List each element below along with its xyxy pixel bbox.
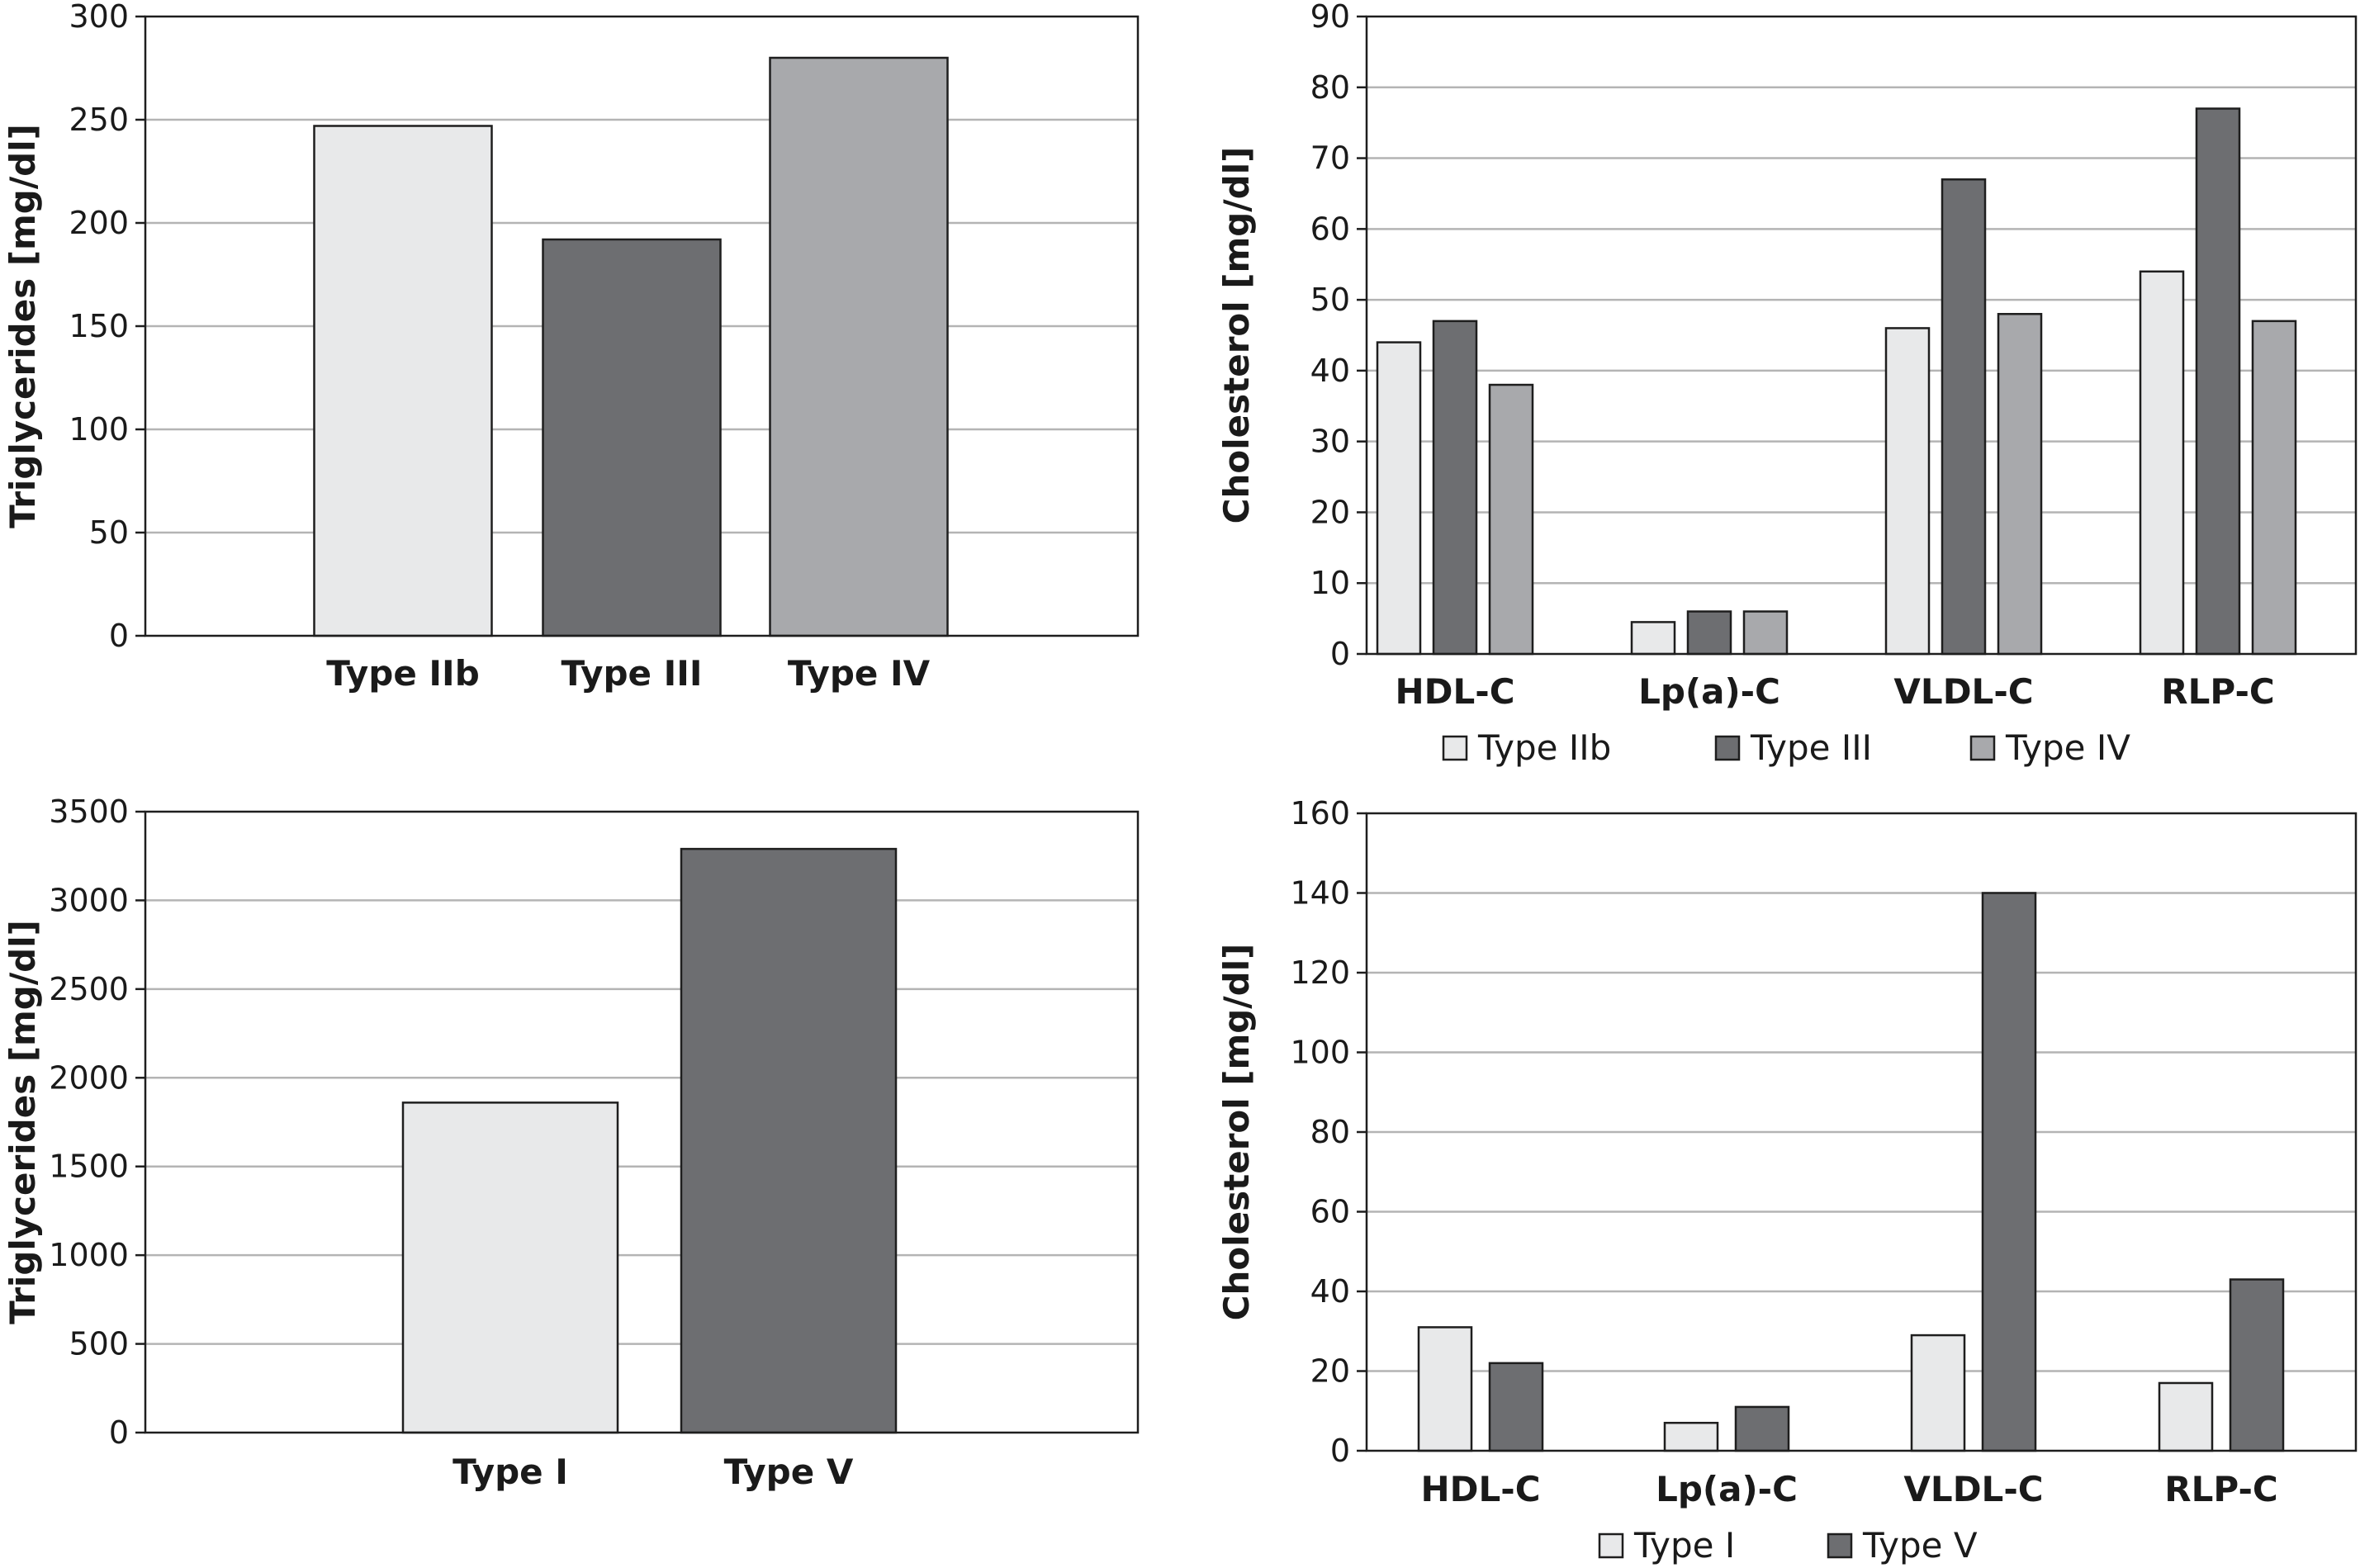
legend-swatch <box>1969 735 1996 761</box>
bar <box>1488 1362 1544 1452</box>
legend-swatch <box>1714 735 1741 761</box>
y-tick-label: 80 <box>1310 1114 1350 1150</box>
bar <box>2158 1381 2214 1452</box>
y-tick-label: 10 <box>1310 565 1350 601</box>
y-tick-label: 1000 <box>49 1237 129 1273</box>
cholesterol-panel-types-1-5: 0 20 40 60 80 100 120 140 160 HDL-C Lp(a)-C VLDL-C R… <box>1216 795 2358 1566</box>
legend-label: Type IIb <box>1477 727 1611 768</box>
y-tick-label: 120 <box>1290 955 1350 991</box>
x-category-label: VLDL-C <box>1893 671 2033 712</box>
y-tick-label: 3000 <box>49 882 129 918</box>
y-tick-label: 0 <box>109 1414 129 1451</box>
bar <box>1432 320 1478 656</box>
y-tick-label: 1500 <box>49 1149 129 1185</box>
plot-frame <box>1365 15 2358 656</box>
y-tick-label: 30 <box>1310 424 1350 460</box>
x-category-label: HDL-C <box>1395 671 1514 712</box>
bar <box>1417 1326 1473 1452</box>
y-tick-label: 100 <box>1290 1035 1350 1071</box>
bar <box>1488 383 1534 656</box>
legend-swatch <box>1827 1532 1853 1559</box>
y-tick-label: 160 <box>1290 795 1350 831</box>
y-axis-label: Cholesterol [mg/dl] <box>1216 147 1257 524</box>
y-tick-label: 0 <box>1330 1433 1350 1469</box>
y-tick-label: 150 <box>69 308 129 344</box>
y-tick-label: 0 <box>109 618 129 654</box>
plot-frame <box>144 810 1140 1434</box>
y-tick-label: 300 <box>69 0 129 35</box>
bar <box>1663 1421 1719 1452</box>
y-axis-label: Triglycerides [mg/dl] <box>2 920 43 1324</box>
legend-label: Type IV <box>2005 727 2130 768</box>
legend-swatch <box>1442 735 1468 761</box>
bar <box>1884 327 1931 656</box>
plot-frame <box>1365 812 2358 1452</box>
y-tick-label: 90 <box>1310 0 1350 35</box>
y-tick-label: 50 <box>89 514 129 551</box>
x-category-label: HDL-C <box>1420 1469 1540 1509</box>
y-tick-label: 2500 <box>49 971 129 1007</box>
bar <box>2229 1278 2285 1452</box>
bar <box>1981 892 2037 1452</box>
bar <box>1910 1334 1966 1452</box>
legend-swatch <box>1598 1532 1624 1559</box>
bar <box>769 56 949 637</box>
x-category-label: Lp(a)-C <box>1638 671 1780 712</box>
y-tick-label: 50 <box>1310 282 1350 318</box>
y-tick-label: 2000 <box>49 1059 129 1096</box>
y-tick-label: 70 <box>1310 140 1350 177</box>
y-tick-label: 0 <box>1330 636 1350 672</box>
triglycerides-panel-types-1-5: 0 500 1000 1500 2000 2500 3000 3500 Type I Type V… <box>2 793 1140 1492</box>
bar <box>1630 621 1676 656</box>
y-tick-label: 140 <box>1290 875 1350 912</box>
y-tick-label: 200 <box>69 205 129 241</box>
y-tick-label: 60 <box>1310 1194 1350 1230</box>
bar <box>401 1101 619 1434</box>
x-category-label: Lp(a)-C <box>1656 1469 1798 1509</box>
y-tick-label: 100 <box>69 411 129 448</box>
bar <box>2251 320 2297 656</box>
x-category-label: RLP-C <box>2164 1469 2277 1509</box>
y-tick-label: 40 <box>1310 1273 1350 1310</box>
x-category-label: Type IIb <box>326 653 480 694</box>
x-category-label: RLP-C <box>2161 671 2274 712</box>
x-category-label: VLDL-C <box>1903 1469 2043 1509</box>
y-axis-label: Cholesterol [mg/dl] <box>1216 944 1257 1321</box>
bar <box>542 238 722 637</box>
bar <box>2139 270 2185 656</box>
y-tick-label: 3500 <box>49 793 129 830</box>
bar <box>1686 610 1732 656</box>
y-tick-label: 80 <box>1310 69 1350 106</box>
y-tick-label: 40 <box>1310 353 1350 389</box>
y-tick-label: 20 <box>1310 494 1350 530</box>
legend-label: Type I <box>1633 1525 1735 1566</box>
bar <box>2195 107 2241 656</box>
cholesterol-panel-types-2b-3-4: 0 10 20 30 40 50 60 70 80 90 HDL-C Lp(a)-C VLDL-C RLP… <box>1216 0 2358 768</box>
plot-frame <box>144 15 1140 637</box>
bar <box>680 847 898 1434</box>
x-category-label: Type III <box>561 653 702 694</box>
y-tick-label: 500 <box>69 1326 129 1362</box>
bar <box>1941 178 1987 656</box>
legend-label: Type III <box>1750 727 1872 768</box>
y-axis-label: Triglycerides [mg/dl] <box>2 124 43 528</box>
x-category-label: Type V <box>724 1452 854 1492</box>
y-tick-label: 60 <box>1310 211 1350 247</box>
y-tick-label: 20 <box>1310 1353 1350 1390</box>
x-category-label: Type IV <box>788 653 931 694</box>
bar <box>1376 341 1422 656</box>
triglycerides-panel-types-2b-3-4: 0 50 100 150 200 250 300 Type IIb Type III Type I… <box>2 0 1140 694</box>
x-category-label: Type I <box>453 1452 568 1492</box>
y-tick-label: 250 <box>69 102 129 138</box>
legend-label: Type V <box>1862 1525 1978 1566</box>
bar <box>1742 610 1789 656</box>
bar <box>1997 313 2043 656</box>
bar <box>1734 1405 1790 1452</box>
bar <box>313 125 493 637</box>
